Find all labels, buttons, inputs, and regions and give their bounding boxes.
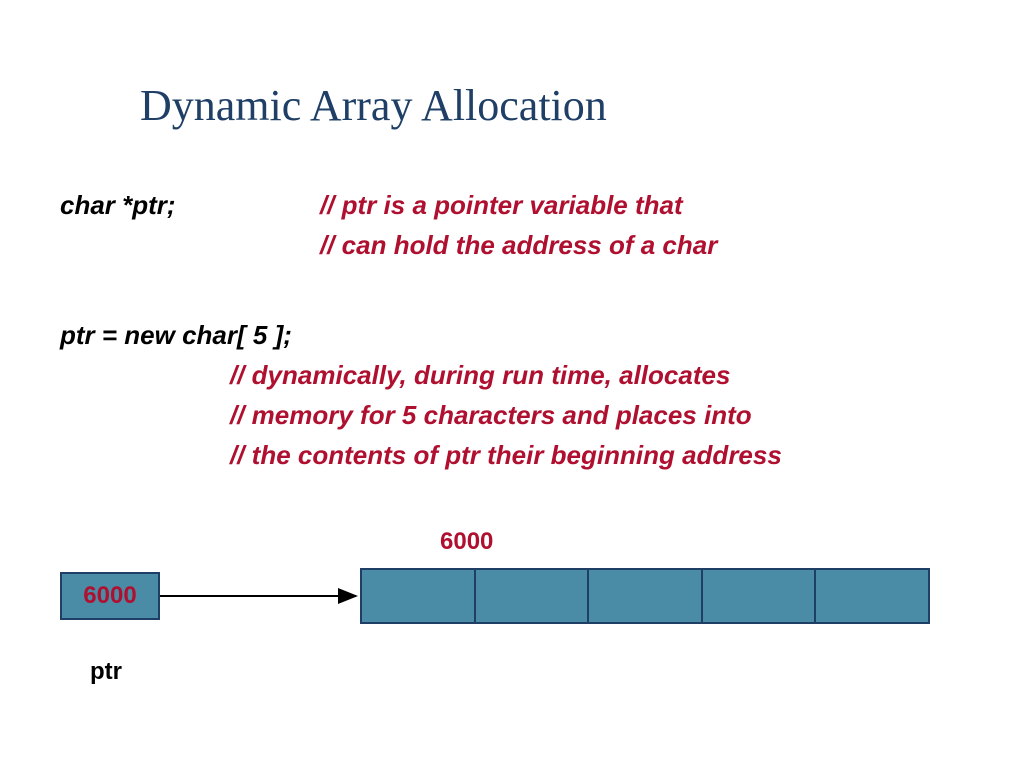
array-cell	[589, 570, 703, 622]
code-line-0: char *ptr;	[60, 190, 176, 221]
code-line-5: // memory for 5 characters and places in…	[230, 400, 752, 431]
array-cell	[362, 570, 476, 622]
pointer-variable-label: ptr	[90, 658, 122, 686]
code-line-2: // can hold the address of a char	[320, 230, 717, 261]
code-line-1: // ptr is a pointer variable that	[320, 190, 683, 221]
memory-diagram: 6000 6000 ptr	[60, 528, 960, 708]
array-cell	[703, 570, 817, 622]
code-line-6: // the contents of ptr their beginning a…	[230, 440, 782, 471]
slide-title: Dynamic Array Allocation	[140, 80, 607, 131]
array-box	[360, 568, 930, 624]
code-line-3: ptr = new char[ 5 ];	[60, 320, 292, 351]
array-cell	[476, 570, 590, 622]
code-line-4: // dynamically, during run time, allocat…	[230, 360, 730, 391]
array-cell	[816, 570, 928, 622]
